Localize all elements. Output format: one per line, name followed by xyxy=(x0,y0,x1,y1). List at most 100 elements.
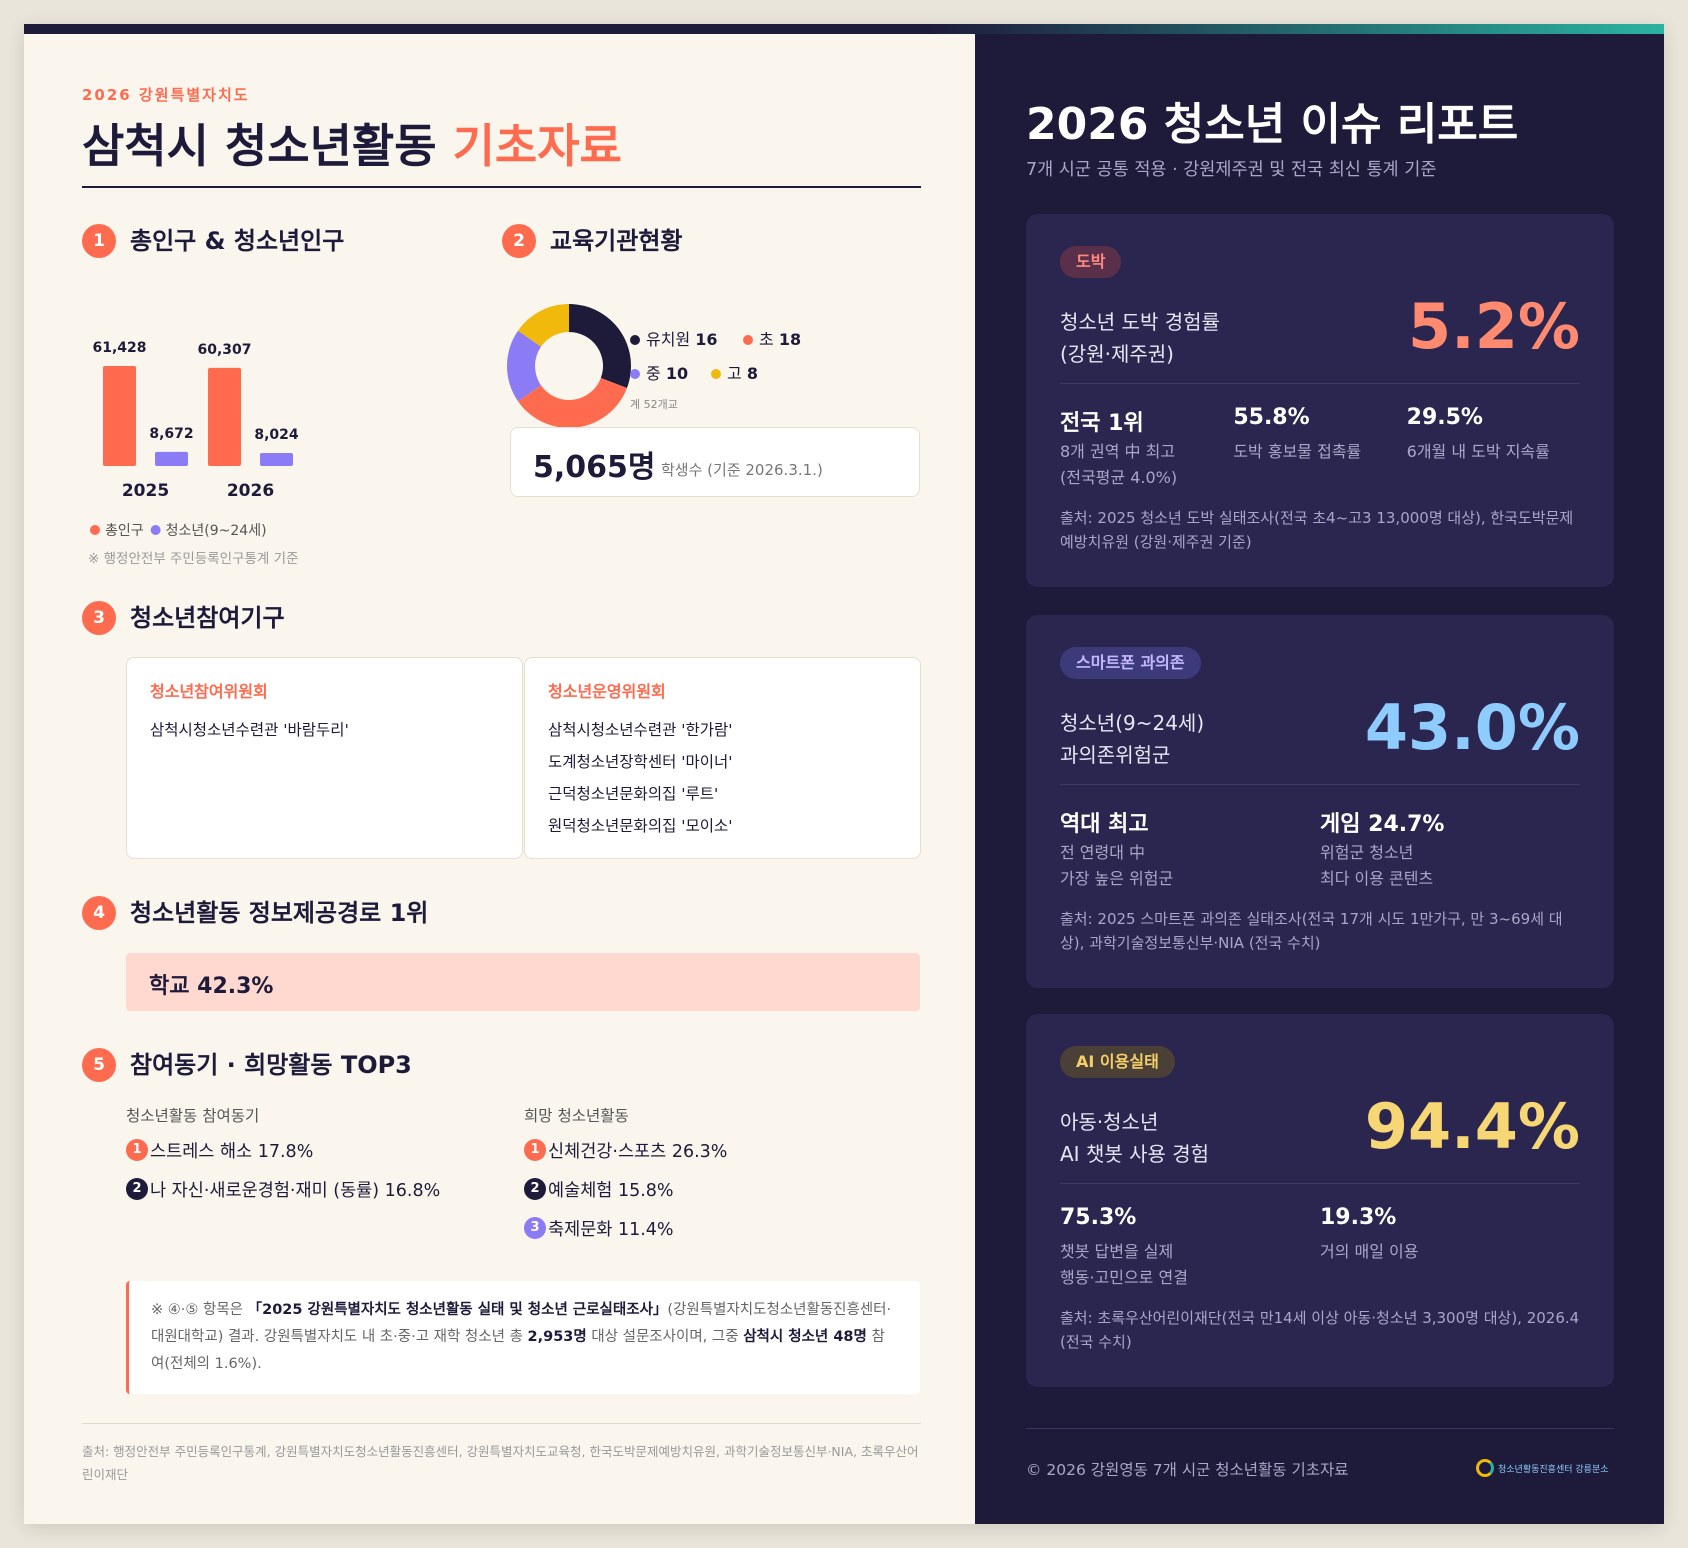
issue-label: (강원·제주권) xyxy=(1060,342,1174,366)
issue-stat-desc: 챗봇 답변을 실제 xyxy=(1060,1242,1174,1261)
section-title: 청소년참여기구 xyxy=(130,604,285,632)
bar-value-label: 61,428 xyxy=(92,340,146,356)
bar xyxy=(103,366,136,466)
section-number: 1 xyxy=(82,224,116,258)
legend-dot xyxy=(711,369,721,379)
top3-item: 예술체험 15.8% xyxy=(548,1181,674,1201)
bar xyxy=(260,452,293,466)
committee-item: 삼척시청소년수련관 '한가람' xyxy=(548,721,733,739)
section-number: 5 xyxy=(82,1048,116,1082)
issue-label: AI 챗봇 사용 경험 xyxy=(1060,1142,1210,1166)
committee-item: 도계청소년장학센터 '마이너' xyxy=(548,753,733,771)
title: 삼척시 청소년활동 기초자료 xyxy=(82,110,622,176)
issue-stat-value: 55.8% xyxy=(1233,405,1310,430)
issue-source: 출처: 2025 청소년 도박 실태조사(전국 초4~고3 13,000명 대상… xyxy=(1060,509,1574,551)
rank-badge: 1 xyxy=(126,1139,148,1161)
issue-tag: AI 이용실태 xyxy=(1060,1046,1175,1078)
note-text: (강원특별자치도청소년활동진흥센터·대원대학교) 결과. 강원특별자치도 내 초… xyxy=(151,1302,892,1345)
issue-source: 출처: 2025 스마트폰 과의존 실태조사(전국 17개 시도 1만가구, 만… xyxy=(1060,910,1563,952)
section-number: 3 xyxy=(82,601,116,635)
issue-stat-desc: 도박 홍보물 접촉률 xyxy=(1233,442,1362,461)
bar-value-label: 8,672 xyxy=(149,426,193,442)
issue-stat-value: 29.5% xyxy=(1406,405,1483,430)
legend-dot xyxy=(630,369,640,379)
footer-text: © 2026 강원영동 7개 시군 청소년활동 기초자료 xyxy=(1026,1461,1349,1479)
donut-segment xyxy=(507,330,542,402)
issue-source: 출처: 초록우산어린이재단(전국 만14세 이상 아동·청소년 3,300명 대… xyxy=(1060,1309,1580,1351)
issue-big-number: 5.2% xyxy=(1408,290,1580,363)
chart-note: ※ 행정안전부 주민등록인구통계 기준 xyxy=(88,551,299,567)
issue-stat-value: 19.3% xyxy=(1320,1205,1397,1230)
legend-label: 총인구 xyxy=(105,523,144,539)
rank-badge: 2 xyxy=(126,1178,148,1200)
bar-value-label: 8,024 xyxy=(254,427,299,443)
note-emphasis: 삼척시 청소년 48명 xyxy=(743,1329,867,1345)
note-emphasis: 2,953명 xyxy=(527,1329,587,1345)
report-title: 2026 청소년 이슈 리포트 xyxy=(1026,99,1519,150)
issue-divider xyxy=(1060,784,1580,785)
note-text: ※ ④·⑤ 항목은 xyxy=(151,1302,248,1318)
issue-stat-value: 게임 24.7% xyxy=(1320,812,1445,837)
bar xyxy=(155,451,188,466)
issue-stat-desc: 가장 높은 위험군 xyxy=(1060,869,1174,888)
section-title: 청소년활동 정보제공경로 1위 xyxy=(130,899,429,927)
committee-title: 청소년운영위원회 xyxy=(548,682,666,701)
issue-card: 스마트폰 과의존 청소년(9~24세) 과의존위험군 43.0% 역대 최고 전 연령대 … xyxy=(1026,615,1614,988)
top3-item: 축제문화 11.4% xyxy=(548,1220,674,1240)
top3-title: 희망 청소년활동 xyxy=(524,1107,629,1125)
note-emphasis: 「2025 강원특별자치도 청소년활동 실태 및 청소년 근로실태조사」 xyxy=(247,1302,668,1318)
donut-legend-item: 유치원 16 xyxy=(630,326,718,350)
legend-value: 8 xyxy=(746,364,758,383)
legend-dot xyxy=(150,525,161,535)
legend-value: 18 xyxy=(778,330,802,349)
legend-label: 초 xyxy=(759,330,774,349)
issue-card: AI 이용실태 아동·청소년 AI 챗봇 사용 경험 94.4% 75.3% 챗봇 답변을… xyxy=(1026,1014,1614,1387)
issue-stat-desc: 8개 권역 中 최고 xyxy=(1060,442,1176,461)
legend-dot xyxy=(90,525,100,535)
section-title: 참여동기 · 희망활동 TOP3 xyxy=(130,1051,412,1079)
legend-label: 고 xyxy=(727,364,742,383)
issue-tag: 스마트폰 과의존 xyxy=(1060,647,1201,679)
committee-title: 청소년참여위원회 xyxy=(150,682,268,701)
donut-legend-item: 초 18 xyxy=(743,326,801,350)
committee-item: 근덕청소년문화의집 '루트' xyxy=(548,785,719,803)
issue-divider xyxy=(1060,383,1580,384)
note-box: ※ ④·⑤ 항목은 「2025 강원특별자치도 청소년활동 실태 및 청소년 근… xyxy=(126,1281,920,1394)
issue-label: 청소년(9~24세) xyxy=(1060,711,1205,735)
rank-badge: 1 xyxy=(524,1139,546,1161)
logo: 청소년활동진흥센터 강릉분소 xyxy=(1476,1458,1609,1478)
title-main: 삼척시 청소년활동 xyxy=(82,119,437,173)
legend-label: 청소년(9~24세) xyxy=(166,523,267,539)
issue-stat-desc: 최다 이용 콘텐츠 xyxy=(1320,869,1434,888)
top3-item: 나 자신·새로운경험·재미 (동률) 16.8% xyxy=(150,1181,441,1201)
donut-legend-item: 중 10 xyxy=(630,360,688,384)
legend-label: 중 xyxy=(646,364,661,383)
logo-icon xyxy=(1476,1459,1494,1477)
legend-dot xyxy=(630,335,640,345)
issue-card: 도박 청소년 도박 경험률 (강원·제주권) 5.2% 전국 1위 8개 권역 中 최고 (… xyxy=(1026,214,1614,587)
issue-label: 아동·청소년 xyxy=(1060,1110,1159,1134)
section-title: 교육기관현황 xyxy=(550,227,683,255)
info-text: 학교 42.3% xyxy=(149,974,274,999)
section-number: 4 xyxy=(82,896,116,930)
source-rule xyxy=(82,1423,921,1424)
donut-total: 계 52개교 xyxy=(630,398,678,411)
issue-divider xyxy=(1060,1183,1580,1184)
note-text: 대상 설문조사이며, 그중 xyxy=(586,1329,744,1345)
committee-item: 원덕청소년문화의집 '모이소' xyxy=(548,817,733,835)
rank-badge: 2 xyxy=(524,1178,546,1200)
issue-stat-desc: 전 연령대 中 xyxy=(1060,843,1146,862)
issue-tag: 도박 xyxy=(1060,246,1122,278)
bar-value-label: 60,307 xyxy=(197,342,251,358)
legend-dot xyxy=(743,335,753,345)
issue-label: 과의존위험군 xyxy=(1060,743,1171,767)
donut-segment xyxy=(517,378,627,428)
bar xyxy=(208,367,241,466)
students-value: 5,065명 xyxy=(533,450,656,485)
section-title: 총인구 & 청소년인구 xyxy=(130,227,345,255)
committee-item: 삼척시청소년수련관 '바람두리' xyxy=(150,721,349,739)
top3-item: 신체건강·스포츠 26.3% xyxy=(548,1142,728,1162)
